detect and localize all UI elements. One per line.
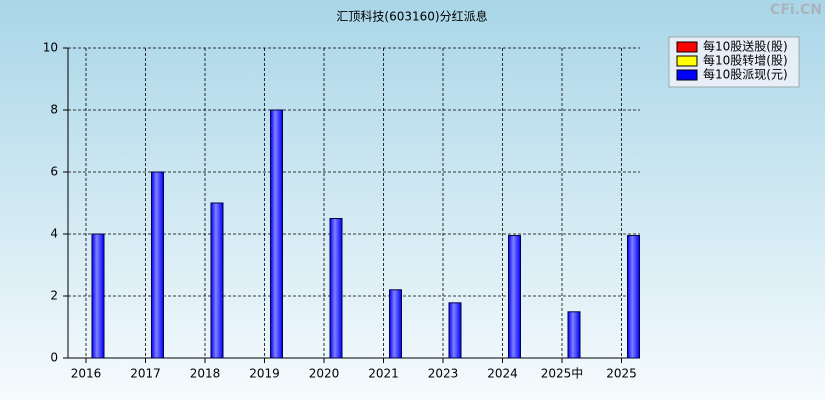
y-tick-label: 0 bbox=[50, 351, 58, 365]
legend-label: 每10股送股(股) bbox=[703, 39, 788, 54]
x-tick-label: 2025 bbox=[606, 367, 637, 381]
bar bbox=[389, 289, 402, 359]
x-tick-label: 2025中 bbox=[541, 366, 584, 381]
bar bbox=[329, 218, 343, 359]
bar bbox=[567, 311, 581, 359]
x-tick-label: 2020 bbox=[309, 367, 340, 381]
bar bbox=[91, 233, 105, 359]
legend: 每10股送股(股)每10股转增(股)每10股派现(元) bbox=[668, 36, 800, 88]
bar bbox=[210, 202, 224, 359]
y-tick-label: 10 bbox=[43, 41, 58, 55]
bar bbox=[448, 302, 462, 359]
bar bbox=[270, 109, 283, 359]
chart-title: 汇顶科技(603160)分红派息 bbox=[336, 9, 487, 24]
legend-label: 每10股转增(股) bbox=[703, 53, 788, 68]
x-tick-label: 2017 bbox=[130, 367, 161, 381]
legend-label: 每10股派现(元) bbox=[703, 67, 788, 82]
x-tick-label: 2024 bbox=[487, 367, 518, 381]
legend-swatch bbox=[676, 55, 698, 67]
bar bbox=[627, 235, 640, 359]
x-tick-label: 2019 bbox=[249, 367, 280, 381]
x-tick-label: 2018 bbox=[190, 367, 221, 381]
bar bbox=[508, 235, 521, 359]
bar bbox=[151, 171, 164, 359]
x-tick-label: 2016 bbox=[71, 367, 102, 381]
y-tick-label: 6 bbox=[50, 165, 58, 179]
legend-swatch bbox=[676, 41, 698, 53]
x-tick-label: 2023 bbox=[428, 367, 459, 381]
y-tick-label: 4 bbox=[50, 227, 58, 241]
y-tick-label: 2 bbox=[50, 289, 58, 303]
legend-swatch bbox=[676, 69, 698, 81]
watermark: CFi.CN bbox=[770, 2, 822, 18]
y-tick-label: 8 bbox=[50, 103, 58, 117]
x-tick-label: 2021 bbox=[368, 367, 399, 381]
